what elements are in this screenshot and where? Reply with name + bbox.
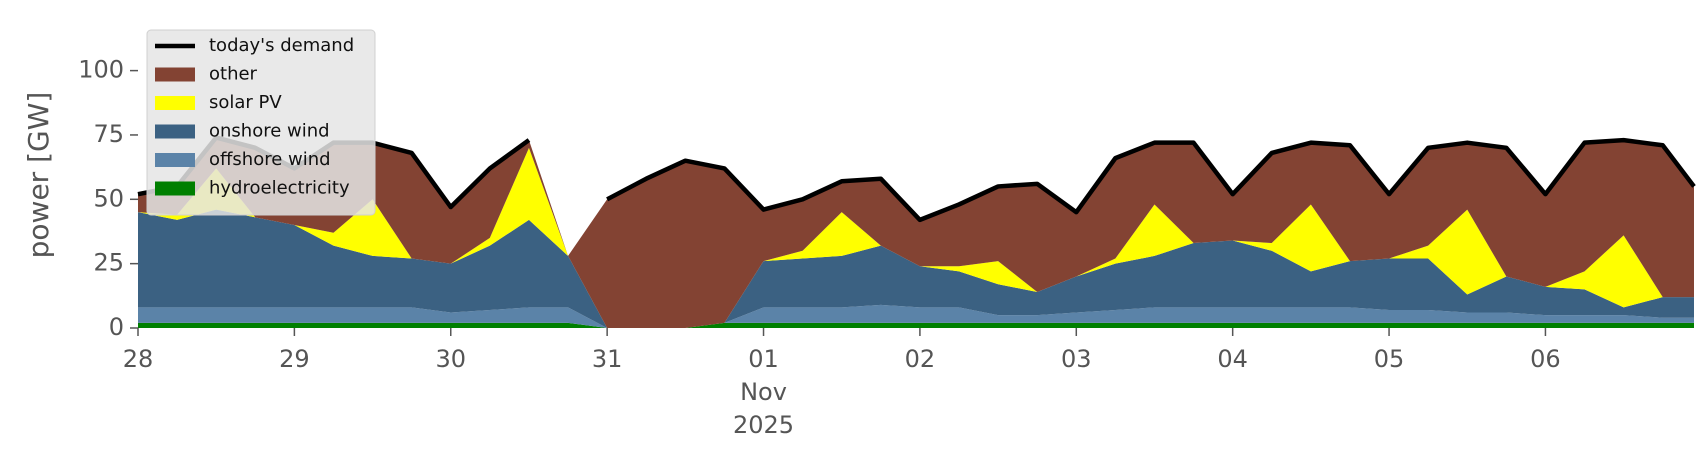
legend-box: [146, 29, 376, 216]
x-tick-label: 04: [1217, 345, 1248, 373]
area: [138, 137, 1694, 328]
demand-line: [606, 137, 1696, 223]
legend-swatch: [155, 181, 195, 196]
area: [138, 322, 1694, 328]
area: [138, 209, 1694, 328]
x-tick-label: 03: [1061, 345, 1092, 373]
x-tick-label: 2025: [733, 411, 794, 439]
legend-swatch: [155, 124, 195, 139]
legend-label: hydroelectricity: [209, 178, 350, 199]
y-tick-label: 0: [109, 313, 124, 341]
x-tick-label: 30: [435, 345, 466, 373]
legend-swatch: [155, 153, 195, 167]
y-axis-label: power [GW]: [22, 92, 55, 259]
y-tick-label: 50: [93, 184, 124, 212]
legend-label: other: [209, 64, 258, 85]
x-tick-label: 01: [748, 345, 779, 373]
legend-label: onshore wind: [209, 121, 330, 142]
x-tick-label: 28: [123, 345, 154, 373]
y-tick-label: 75: [93, 120, 124, 148]
y-tick-label: 100: [78, 56, 124, 84]
legend-label: offshore wind: [209, 149, 331, 170]
x-tick-label: 06: [1530, 345, 1561, 373]
x-tick-label: 31: [592, 345, 623, 373]
x-tick-label: 05: [1374, 345, 1405, 373]
y-tick-label: 25: [93, 249, 124, 277]
legend-swatch: [155, 67, 195, 82]
legend: today's demand other solar PV onshore wind o…: [146, 29, 376, 216]
legend-label: solar PV: [209, 92, 282, 113]
area: [138, 147, 1694, 328]
x-tick-label: Nov: [740, 378, 787, 406]
area: [138, 304, 1694, 328]
legend-label: today's demand: [209, 35, 354, 56]
x-tick-label: 02: [905, 345, 936, 373]
x-tick-label: 29: [279, 345, 310, 373]
legend-swatch: [155, 96, 195, 110]
